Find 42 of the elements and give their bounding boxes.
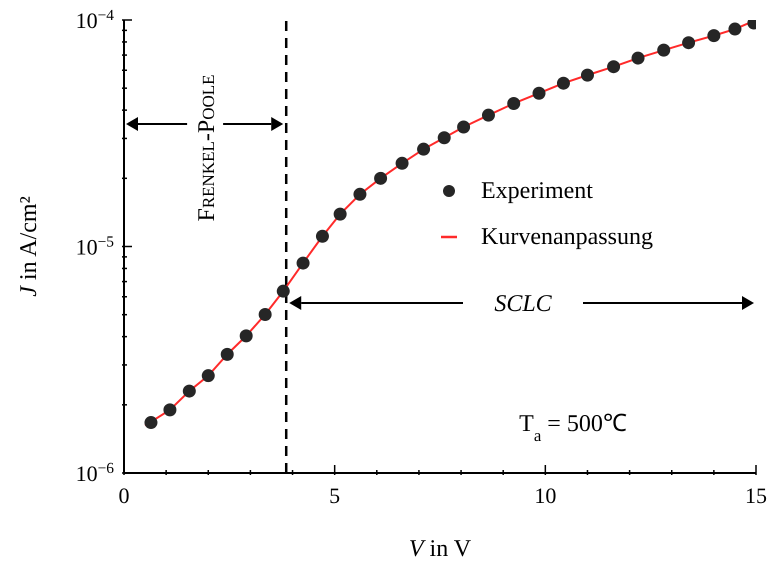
point <box>707 29 720 42</box>
point <box>556 76 570 90</box>
legend-label: Experiment <box>481 178 593 204</box>
point <box>202 369 215 382</box>
point <box>334 208 347 221</box>
y-tick-label: 10$^{−4}$ <box>76 6 114 33</box>
point <box>457 120 470 134</box>
point <box>607 60 620 74</box>
legend-label: Kurvenanpassung <box>481 224 653 250</box>
point <box>728 22 742 36</box>
point <box>182 384 196 398</box>
annotation: Frenkel-Poole <box>194 74 220 222</box>
point <box>507 96 520 110</box>
y-axis-title: J in A/cm² <box>16 196 42 297</box>
point <box>144 416 158 430</box>
annotation: SCLC <box>494 291 553 317</box>
point <box>258 308 272 321</box>
point <box>396 156 409 170</box>
point <box>632 52 645 65</box>
point <box>353 188 366 201</box>
annotation: T$_{a}$ = 500℃ <box>519 411 627 444</box>
point <box>682 36 696 50</box>
point <box>580 68 594 82</box>
point <box>417 142 430 156</box>
point <box>316 230 329 243</box>
point <box>657 44 670 57</box>
y-tick-label: 10$^{−6}$ <box>76 460 114 486</box>
x-tick-label: 10 <box>534 483 556 508</box>
point <box>220 348 234 361</box>
point <box>374 172 388 185</box>
point <box>438 131 451 144</box>
point <box>276 284 290 298</box>
x-tick-label: 15 <box>745 483 767 508</box>
x-axis-title: V in V <box>408 536 472 562</box>
point <box>532 86 546 100</box>
x-tick-label: 0 <box>118 483 130 508</box>
point <box>482 108 495 122</box>
y-tick-label: 10$^{−5}$ <box>76 233 114 260</box>
x-tick-label: 5 <box>329 483 340 508</box>
point <box>296 256 310 270</box>
point <box>163 403 176 416</box>
point <box>240 329 253 342</box>
